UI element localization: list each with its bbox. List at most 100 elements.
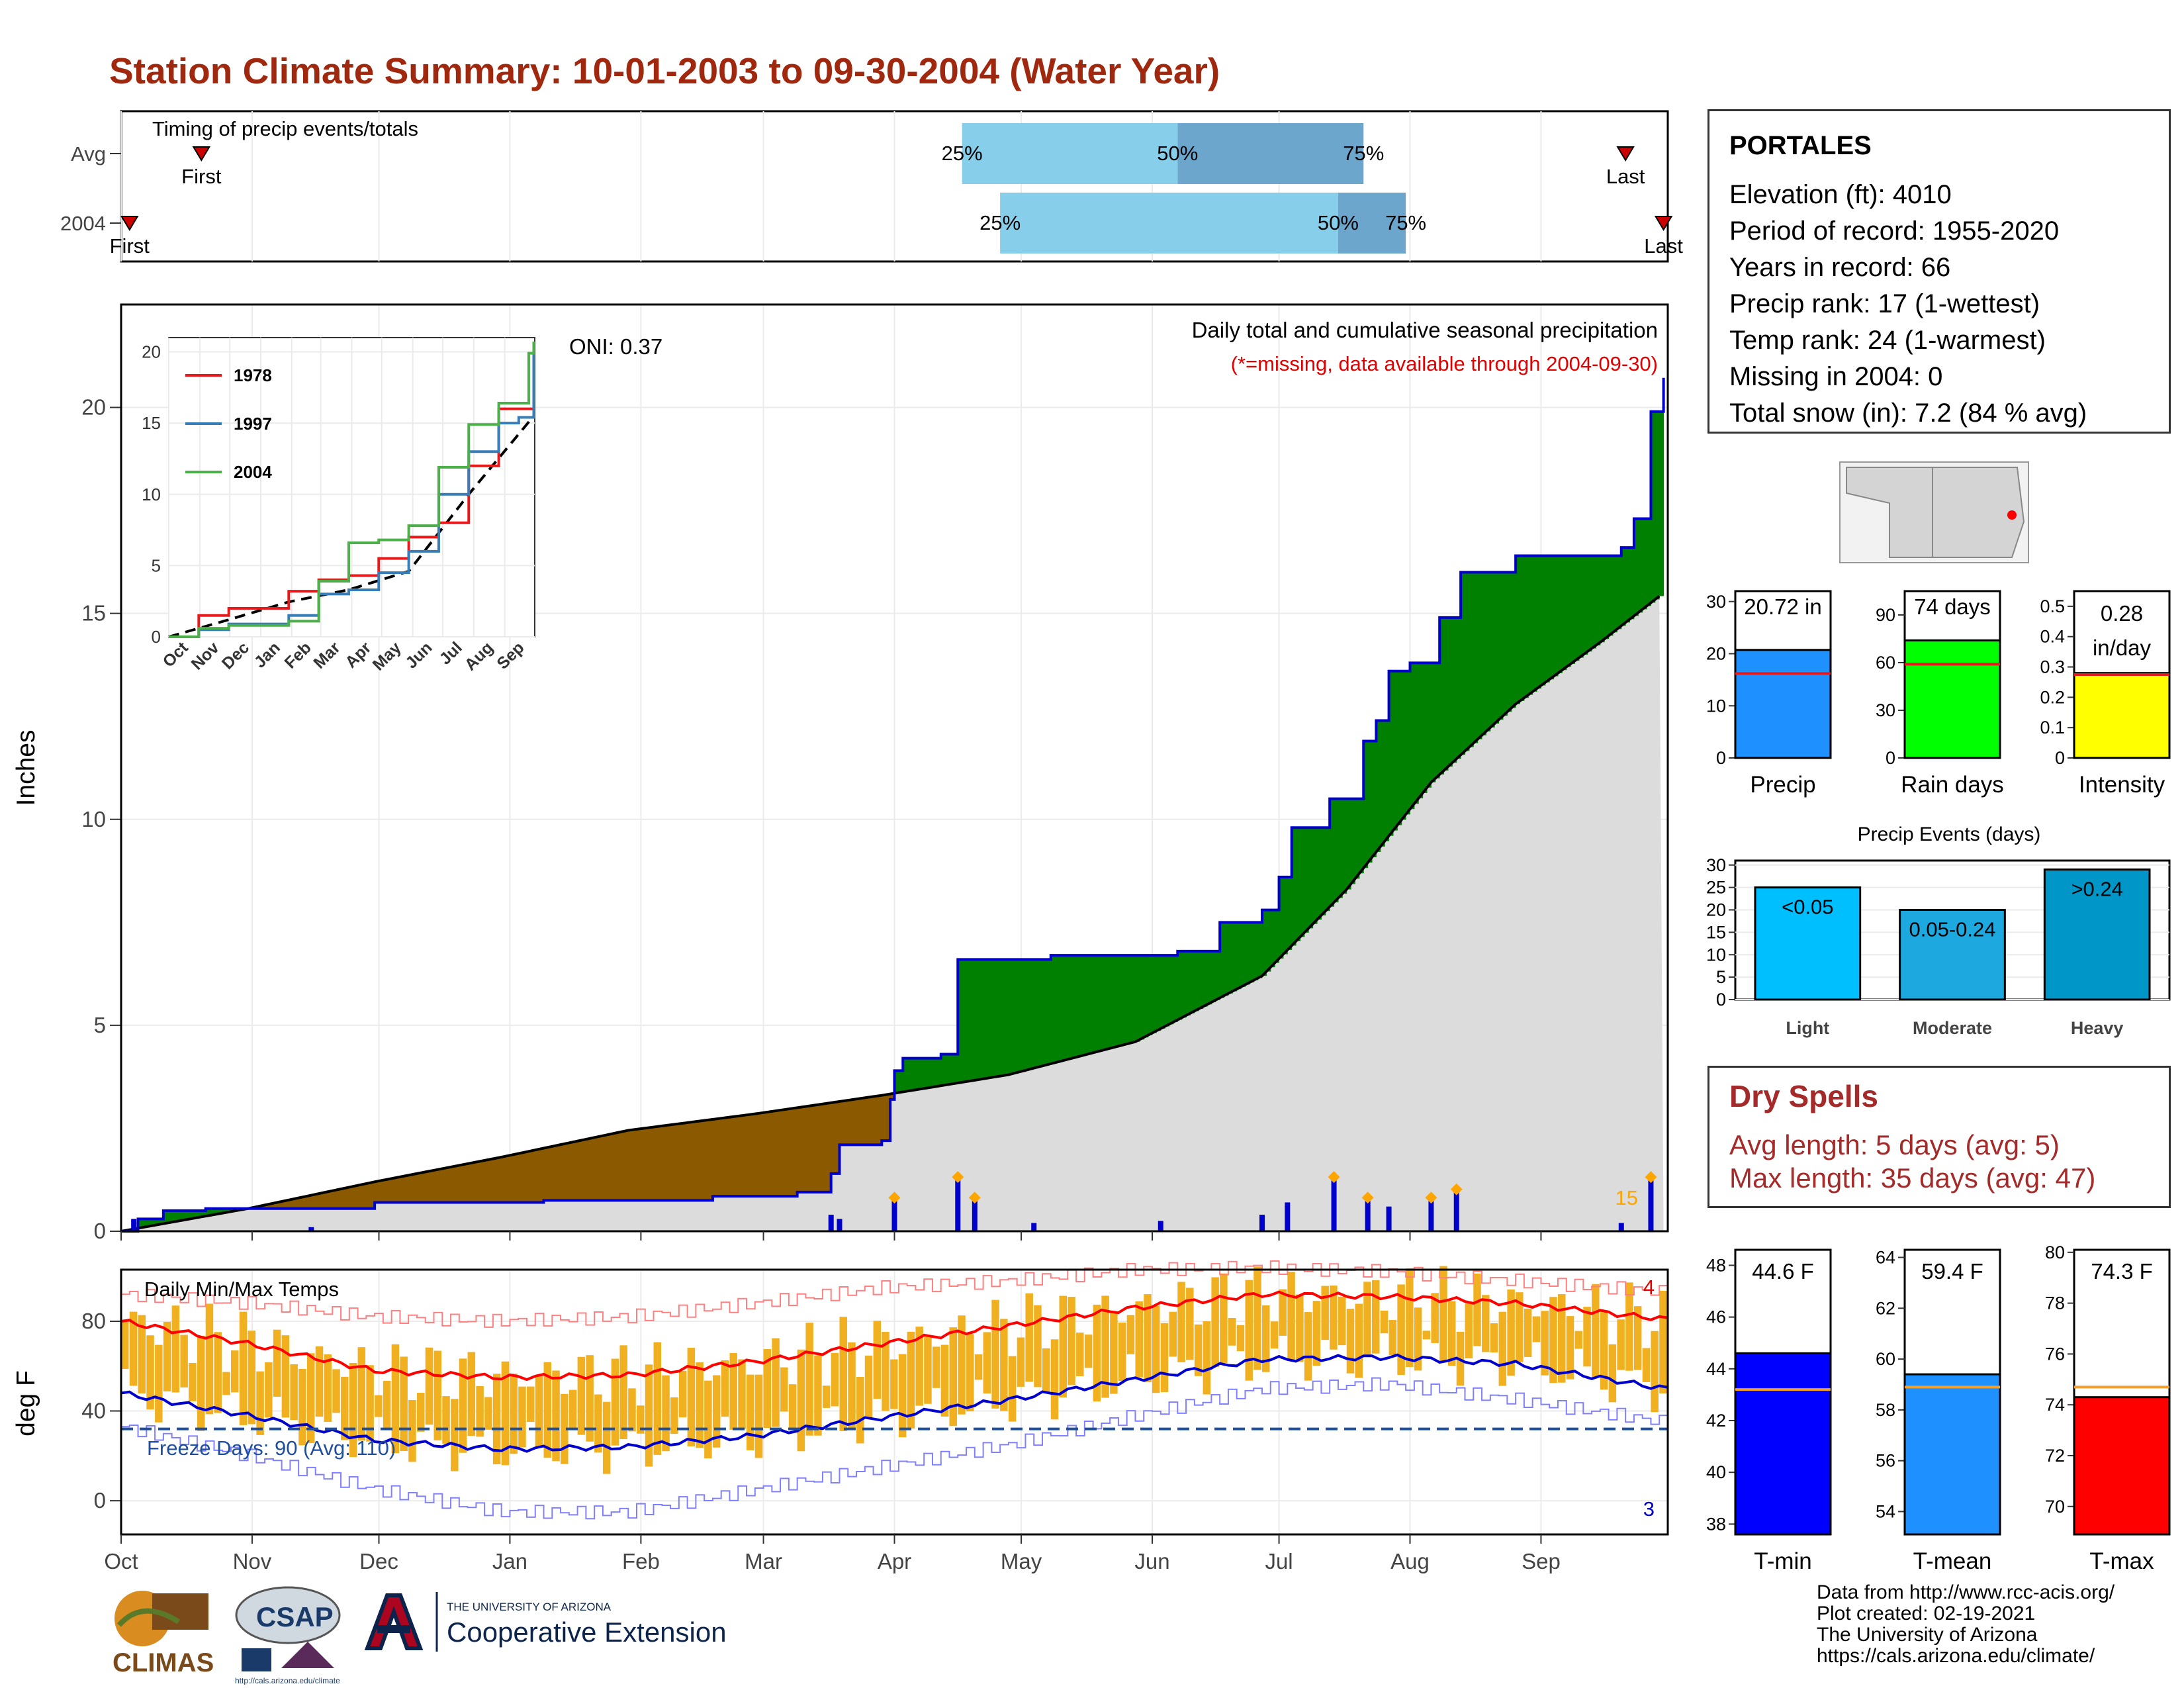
temp-totals-t-mean-ytick-label: 54 xyxy=(1876,1501,1895,1521)
timing-marker-label: First xyxy=(110,234,150,258)
cumulative-diff-fill xyxy=(966,959,971,1082)
cumulative-diff-fill xyxy=(1050,955,1056,1064)
cumulative-diff-fill xyxy=(1186,951,1191,1015)
timing-marker xyxy=(120,216,139,231)
daily-temp-bar xyxy=(577,1356,586,1435)
cumulative-diff-fill xyxy=(1338,798,1343,898)
timing-row-label: Avg xyxy=(71,142,106,165)
cumulative-diff-fill xyxy=(983,959,988,1079)
cumulative-diff-fill xyxy=(1621,547,1626,626)
cumulative-diff-fill xyxy=(940,1054,946,1086)
csap-text: CSAP xyxy=(256,1601,334,1632)
cumulative-diff-fill xyxy=(1296,827,1300,941)
heavy-count-label: 15 xyxy=(1615,1186,1638,1209)
daily-temp-bar xyxy=(526,1386,535,1423)
temps-xtick-label: Sep xyxy=(1522,1549,1561,1573)
timing-marker xyxy=(192,146,211,162)
inset-ytick-label: 10 xyxy=(142,485,161,504)
totals-value-label: in/day xyxy=(2093,635,2152,660)
daily-temp-bar xyxy=(915,1327,923,1406)
daily-temp-bar xyxy=(882,1332,889,1411)
daily-temp-bar xyxy=(628,1388,636,1432)
cumulative-diff-fill xyxy=(332,1190,338,1209)
cumulative-diff-fill xyxy=(184,1210,189,1220)
cumulative-diff-fill xyxy=(1317,827,1322,920)
daily-temp-bar xyxy=(1490,1323,1498,1353)
cumulative-avg-line xyxy=(120,594,1661,1233)
cumulative-diff-fill xyxy=(1131,955,1136,1043)
daily-temp-bar xyxy=(189,1362,197,1401)
timing-marker-label: Last xyxy=(1606,165,1645,188)
cumulative-avg-area xyxy=(121,596,1664,1231)
credit-url: https://cals.arizona.edu/climate/ xyxy=(1817,1645,2095,1667)
timing-percent-label: 50% xyxy=(1318,211,1359,234)
daily-temp-bar xyxy=(864,1355,873,1419)
temp-totals-t-max-ytick-label: 74 xyxy=(2045,1395,2065,1415)
daily-temp-bar xyxy=(501,1361,510,1466)
daily-temp-bar xyxy=(163,1321,171,1391)
cumulative-diff-fill xyxy=(1557,555,1563,673)
heavy-precip-marker xyxy=(1328,1171,1340,1184)
daily-temp-bar xyxy=(1507,1289,1515,1376)
events-ytick-label: 0 xyxy=(1716,990,1726,1009)
timing-marker-label: Last xyxy=(1644,234,1683,258)
cumulative-diff-fill xyxy=(569,1143,574,1201)
cumulative-diff-fill xyxy=(970,959,976,1081)
cumulative-diff-fill xyxy=(1549,555,1555,680)
daily-precip-bar xyxy=(1365,1198,1371,1231)
cumulative-diff-fill xyxy=(484,1160,490,1203)
cumulative-diff-fill xyxy=(210,1208,214,1216)
cumulative-diff-fill xyxy=(522,1152,527,1203)
events-bar xyxy=(2043,868,2151,1001)
totals-precip-ytick-label: 0 xyxy=(1716,748,1726,768)
temp-totals-t-min-ytick-label: 38 xyxy=(1706,1514,1726,1534)
timing-title: Timing of precip events/totals xyxy=(152,117,418,140)
cumulative-diff-fill xyxy=(1148,955,1153,1035)
cumulative-diff-fill xyxy=(869,1097,874,1145)
cumulative-diff-fill xyxy=(907,1058,912,1092)
cumulative-diff-fill xyxy=(767,1111,772,1197)
cumulative-diff-fill xyxy=(1156,955,1161,1031)
totals-rain-days-label: Rain days xyxy=(1901,772,2004,798)
cumulative-diff-fill xyxy=(361,1184,367,1209)
timing-percent-label: 50% xyxy=(1157,142,1198,165)
cumulative-diff-fill xyxy=(1435,663,1440,778)
cumulative-diff-fill xyxy=(442,1168,447,1203)
cumulative-diff-fill xyxy=(1169,955,1174,1025)
totals-rain-days-ytick-label: 60 xyxy=(1876,653,1895,673)
cumulative-diff-fill xyxy=(751,1114,756,1197)
daily-temp-bar xyxy=(391,1344,400,1454)
cumulative-diff-fill xyxy=(1502,572,1508,716)
totals-precip-bar xyxy=(1734,649,1832,759)
cumulative-diff-fill xyxy=(1456,617,1461,759)
daily-precip-bar xyxy=(1158,1221,1163,1231)
cumulative-diff-fill xyxy=(290,1199,295,1209)
daily-temp-bar xyxy=(569,1389,577,1429)
daily-temp-bar xyxy=(1101,1295,1109,1398)
cumulative-diff-fill xyxy=(903,1058,908,1092)
cumulative-diff-fill xyxy=(1215,951,1220,1000)
daily-temp-bar xyxy=(1228,1318,1236,1346)
cumulative-diff-fill xyxy=(628,1130,633,1201)
cumulative-diff-fill xyxy=(539,1149,545,1203)
cumulative-diff-fill xyxy=(294,1198,299,1209)
cumulative-diff-fill xyxy=(590,1138,595,1201)
timing-marker xyxy=(1654,216,1673,231)
cumulative-diff-fill xyxy=(328,1192,333,1209)
cumulative-diff-fill xyxy=(193,1210,198,1219)
cumulative-diff-fill xyxy=(928,1058,933,1088)
cumulative-diff-fill xyxy=(898,1070,903,1093)
cumulative-diff-fill xyxy=(763,1112,768,1197)
cumulative-diff-fill xyxy=(488,1159,494,1203)
daily-temp-bar xyxy=(594,1394,602,1453)
freeze-label: Freeze Days: 90 (Avg: 110) xyxy=(147,1436,396,1460)
cumulative-diff-fill xyxy=(1004,959,1009,1076)
cumulative-diff-fill xyxy=(615,1133,620,1201)
timing-bar-25-50 xyxy=(962,123,1178,184)
cumulative-diff-fill xyxy=(265,1205,269,1209)
cumulative-diff-fill xyxy=(311,1195,316,1209)
events-title: Precip Events (days) xyxy=(1858,823,2041,845)
totals-intensity-ytick-label: 0.2 xyxy=(2040,687,2065,707)
daily-temp-bar xyxy=(687,1348,696,1446)
cumulative-diff-fill xyxy=(653,1127,659,1201)
